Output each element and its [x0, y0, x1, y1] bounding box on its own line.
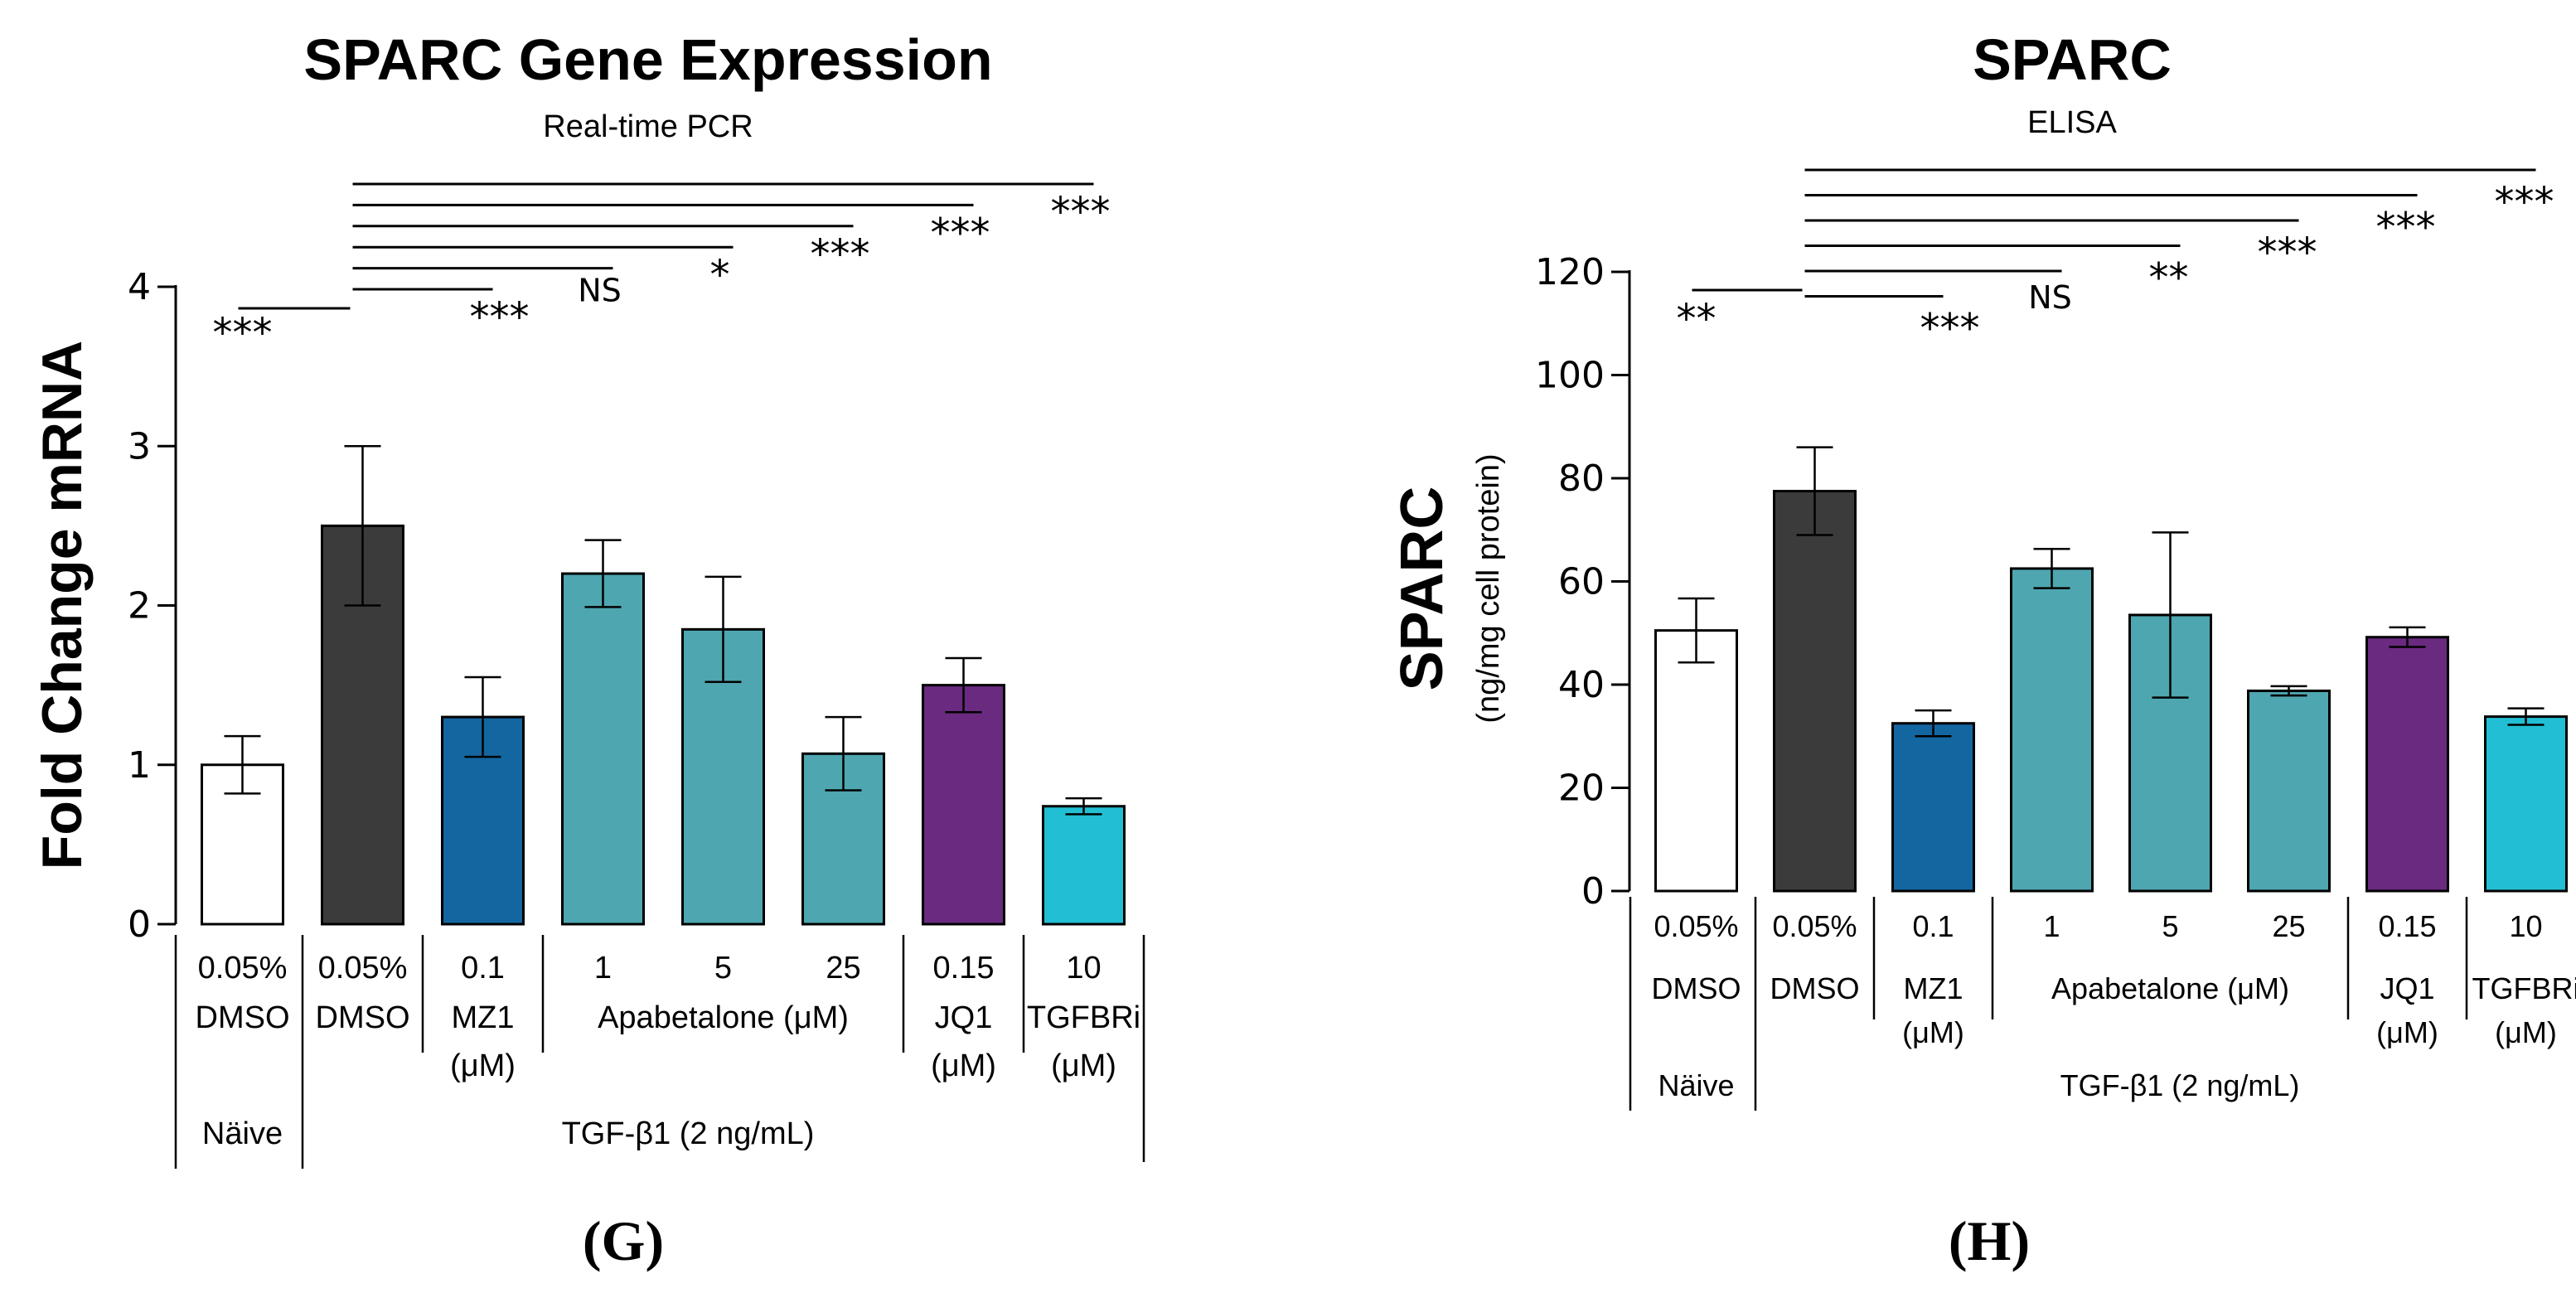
treatment-group-unit: (μM) — [450, 1048, 516, 1083]
significance-label: NS — [578, 273, 622, 309]
y-tick-label: 20 — [1558, 768, 1605, 810]
bar — [922, 684, 1005, 926]
y-tick-label: 1 — [128, 744, 151, 787]
y-tick-label: 2 — [128, 585, 151, 627]
bar — [1773, 490, 1857, 893]
category-dose-label: 5 — [2162, 909, 2178, 943]
significance-label: *** — [1920, 306, 1980, 352]
y-axis-sublabel: (ng/mg cell protein) — [1471, 453, 1506, 723]
plot-area: 0 1 2 3 4 0.05% 0.05% 0.1 1 5 25 0.15 10 DMSO DMSO MZ1 (… — [128, 182, 1145, 1169]
panel-g: SPARC Gene Expression Real-time PCR Fold… — [31, 27, 1145, 1272]
category-dose-label: 0.15 — [933, 951, 995, 985]
significance-label: *** — [931, 210, 990, 256]
significance-label: *** — [2495, 179, 2554, 225]
bar — [2484, 715, 2568, 893]
category-dose-label: 0.05% — [198, 951, 288, 985]
treatment-group-label: MZ1 — [1904, 971, 1963, 1005]
treatment-label: TGF-β1 (2 ng/mL) — [562, 1116, 815, 1151]
y-axis-label: Fold Change mRNA — [31, 341, 94, 869]
bar — [1891, 722, 1975, 893]
y-tick-label: 120 — [1535, 251, 1605, 293]
bar — [1042, 805, 1126, 926]
bar — [2365, 636, 2449, 893]
category-dose-label: 0.05% — [1654, 909, 1738, 943]
treatment-group-unit: (μM) — [2376, 1015, 2438, 1049]
category-dose-label: 1 — [2043, 909, 2060, 943]
bar — [561, 572, 645, 926]
bar — [2010, 567, 2094, 893]
significance-label: ** — [2149, 255, 2189, 302]
treatment-group-label: Apabetalone (μM) — [2051, 971, 2289, 1005]
chart-title: SPARC — [1973, 27, 2172, 92]
naive-label: Näive — [1658, 1068, 1734, 1102]
category-vehicle-label: DMSO — [1652, 971, 1741, 1005]
category-dose-label: 0.05% — [1772, 909, 1857, 943]
treatment-label: TGF-β1 (2 ng/mL) — [2060, 1068, 2300, 1102]
category-dose-label: 0.1 — [461, 951, 505, 985]
bar — [1654, 629, 1738, 893]
category-dose-label: 0.1 — [1912, 909, 1954, 943]
treatment-group-label: MZ1 — [452, 1000, 515, 1035]
category-vehicle-label: DMSO — [1770, 971, 1860, 1005]
significance-label: *** — [2258, 230, 2317, 276]
significance-label: *** — [2376, 205, 2436, 251]
naive-label: Näive — [202, 1116, 283, 1151]
y-axis-label: SPARC — [1389, 487, 1455, 691]
y-tick-label: 4 — [128, 266, 151, 308]
category-dose-label: 5 — [714, 951, 732, 985]
y-tick-label: 40 — [1558, 664, 1605, 706]
y-tick-label: 80 — [1558, 458, 1605, 500]
category-dose-label: 10 — [1066, 951, 1101, 985]
chart-title: SPARC Gene Expression — [303, 27, 992, 92]
category-dose-label: 0.05% — [318, 951, 408, 985]
plot-area: 0 20 40 60 80 100 120 0.05% 0.05% 0.1 1 5 25 0.15 10 DM… — [1535, 168, 2576, 1111]
significance-label: ** — [1677, 296, 1717, 342]
category-dose-label: 25 — [2272, 909, 2305, 943]
category-dose-label: 10 — [2509, 909, 2542, 943]
treatment-group-label: Apabetalone (μM) — [598, 1000, 849, 1035]
y-tick-label: 60 — [1558, 561, 1605, 603]
y-tick-label: 0 — [128, 903, 151, 946]
category-dose-label: 0.15 — [2378, 909, 2436, 943]
panel-h: SPARC ELISA SPARC (ng/mg cell protein) 0… — [1389, 27, 2576, 1272]
chart-subtitle: ELISA — [2027, 105, 2117, 140]
treatment-group-label: TGFBRi — [1027, 1000, 1140, 1035]
treatment-group-label: TGFBRi — [2472, 971, 2576, 1005]
significance-label: NS — [2028, 279, 2072, 316]
panel-label: (G) — [583, 1209, 664, 1272]
bar — [2247, 689, 2331, 893]
category-dose-label: 25 — [826, 951, 860, 985]
category-vehicle-label: DMSO — [316, 1000, 410, 1035]
treatment-group-label: JQ1 — [935, 1000, 993, 1035]
category-vehicle-label: DMSO — [196, 1000, 290, 1035]
treatment-group-unit: (μM) — [931, 1048, 996, 1083]
y-tick-label: 100 — [1535, 355, 1605, 397]
category-dose-label: 1 — [594, 951, 612, 985]
treatment-group-unit: (μM) — [2495, 1015, 2557, 1049]
y-tick-label: 3 — [128, 425, 151, 467]
y-tick-label: 0 — [1581, 870, 1605, 913]
treatment-group-label: JQ1 — [2380, 971, 2434, 1005]
significance-label: * — [710, 252, 730, 298]
significance-label: *** — [213, 310, 273, 356]
significance-label: *** — [811, 231, 870, 278]
panel-label: (H) — [1949, 1209, 2030, 1272]
treatment-group-unit: (μM) — [1902, 1015, 1964, 1049]
significance-label: *** — [470, 294, 530, 341]
chart-subtitle: Real-time PCR — [543, 109, 753, 144]
treatment-group-unit: (μM) — [1051, 1048, 1116, 1083]
significance-label: *** — [1051, 189, 1111, 235]
